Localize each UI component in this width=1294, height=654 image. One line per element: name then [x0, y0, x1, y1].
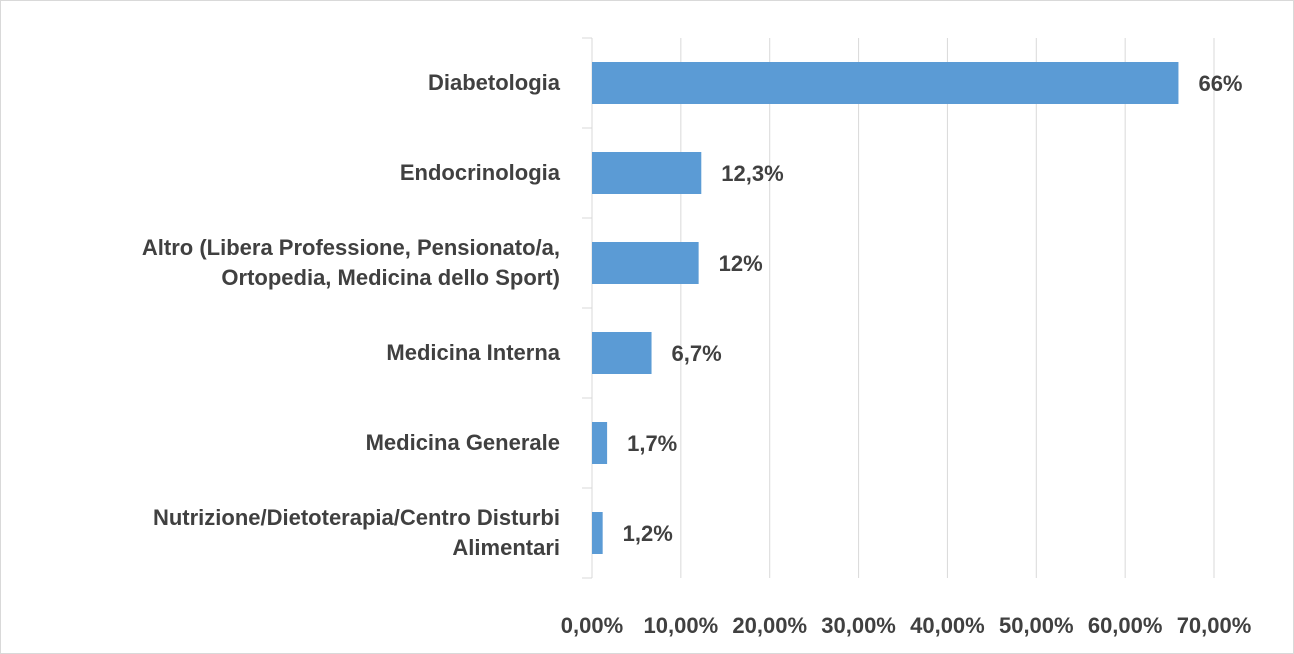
y-tick-label: Medicina Interna: [386, 340, 560, 365]
bar: [592, 422, 608, 464]
data-label: 1,7%: [627, 431, 677, 456]
data-label: 1,2%: [623, 521, 673, 546]
y-tick-label: Diabetologia: [427, 70, 560, 95]
bar: [592, 332, 652, 374]
data-label: 12,3%: [721, 161, 783, 186]
x-tick-label: 10,00%: [644, 613, 719, 638]
data-label: 66%: [1198, 71, 1242, 96]
x-tick-label: 60,00%: [1088, 613, 1163, 638]
bar: [592, 152, 702, 194]
y-tick-label: Endocrinologia: [399, 160, 560, 185]
data-label: 12%: [719, 251, 763, 276]
x-tick-label: 50,00%: [999, 613, 1074, 638]
y-tick-label: Nutrizione/Dietoterapia/Centro Disturbi …: [152, 505, 560, 560]
bar: [592, 512, 603, 554]
x-tick-label: 30,00%: [821, 613, 896, 638]
x-tick-label: 0,00%: [561, 613, 623, 638]
bar: [592, 242, 699, 284]
y-tick-label: Altro (Libera Professione, Pensionato/a,…: [141, 235, 560, 290]
y-tick-label: Medicina Generale: [365, 430, 560, 455]
x-tick-label: 20,00%: [732, 613, 807, 638]
x-tick-label: 70,00%: [1177, 613, 1252, 638]
bar: [592, 62, 1179, 104]
x-tick-label: 40,00%: [910, 613, 985, 638]
data-label: 6,7%: [672, 341, 722, 366]
